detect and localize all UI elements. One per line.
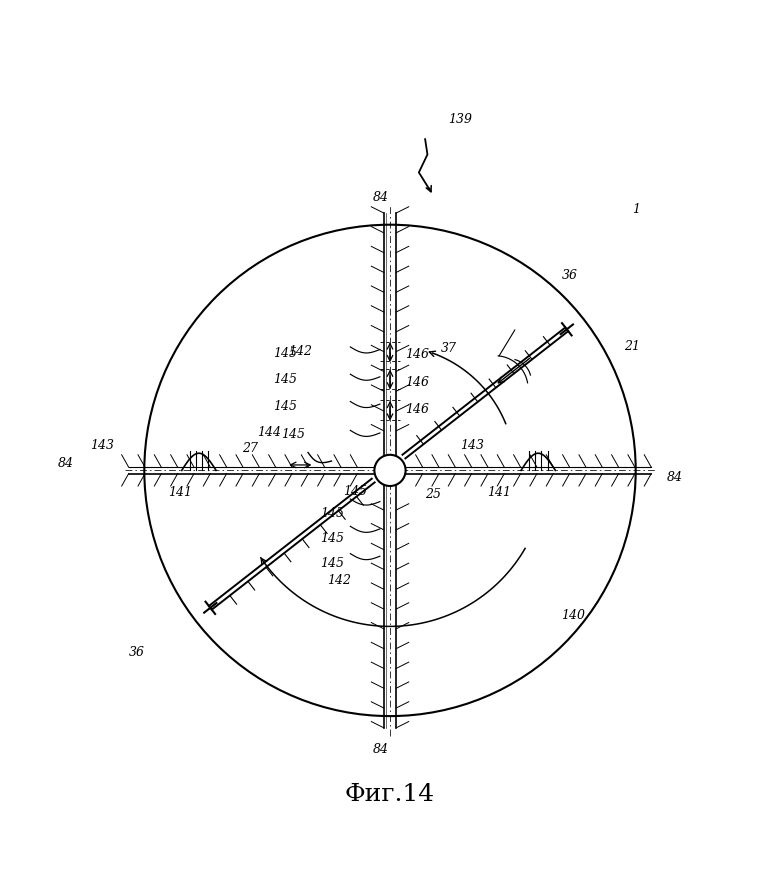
Text: 142: 142	[289, 345, 313, 358]
Text: 145: 145	[273, 373, 297, 386]
Text: 84: 84	[667, 470, 683, 484]
Text: Фиг.14: Фиг.14	[345, 782, 435, 805]
Text: 145: 145	[343, 485, 367, 498]
Text: 37: 37	[441, 342, 457, 355]
Text: 145: 145	[273, 400, 297, 412]
Text: 84: 84	[373, 743, 388, 755]
Text: 146: 146	[406, 348, 430, 361]
Text: 36: 36	[562, 269, 578, 283]
Text: 84: 84	[373, 191, 388, 205]
Text: 36: 36	[129, 646, 145, 659]
Text: 141: 141	[488, 486, 512, 499]
Text: 145: 145	[320, 532, 344, 545]
Text: 145: 145	[281, 428, 305, 442]
Text: 143: 143	[460, 439, 484, 451]
Text: 1: 1	[632, 203, 640, 216]
Text: 84: 84	[58, 457, 74, 469]
Text: 141: 141	[168, 486, 192, 499]
Text: 144: 144	[257, 426, 282, 439]
Text: 145: 145	[273, 347, 297, 360]
Text: 143: 143	[90, 439, 114, 451]
Text: 145: 145	[320, 507, 344, 520]
Text: 25: 25	[425, 488, 441, 501]
Text: 140: 140	[562, 609, 586, 621]
Text: 145: 145	[320, 557, 344, 570]
Text: 142: 142	[328, 573, 352, 586]
Text: 146: 146	[406, 376, 430, 389]
Text: 21: 21	[624, 340, 640, 352]
Text: 146: 146	[406, 403, 430, 417]
Text: 139: 139	[448, 114, 473, 126]
Text: 27: 27	[242, 442, 258, 455]
Circle shape	[374, 455, 406, 486]
